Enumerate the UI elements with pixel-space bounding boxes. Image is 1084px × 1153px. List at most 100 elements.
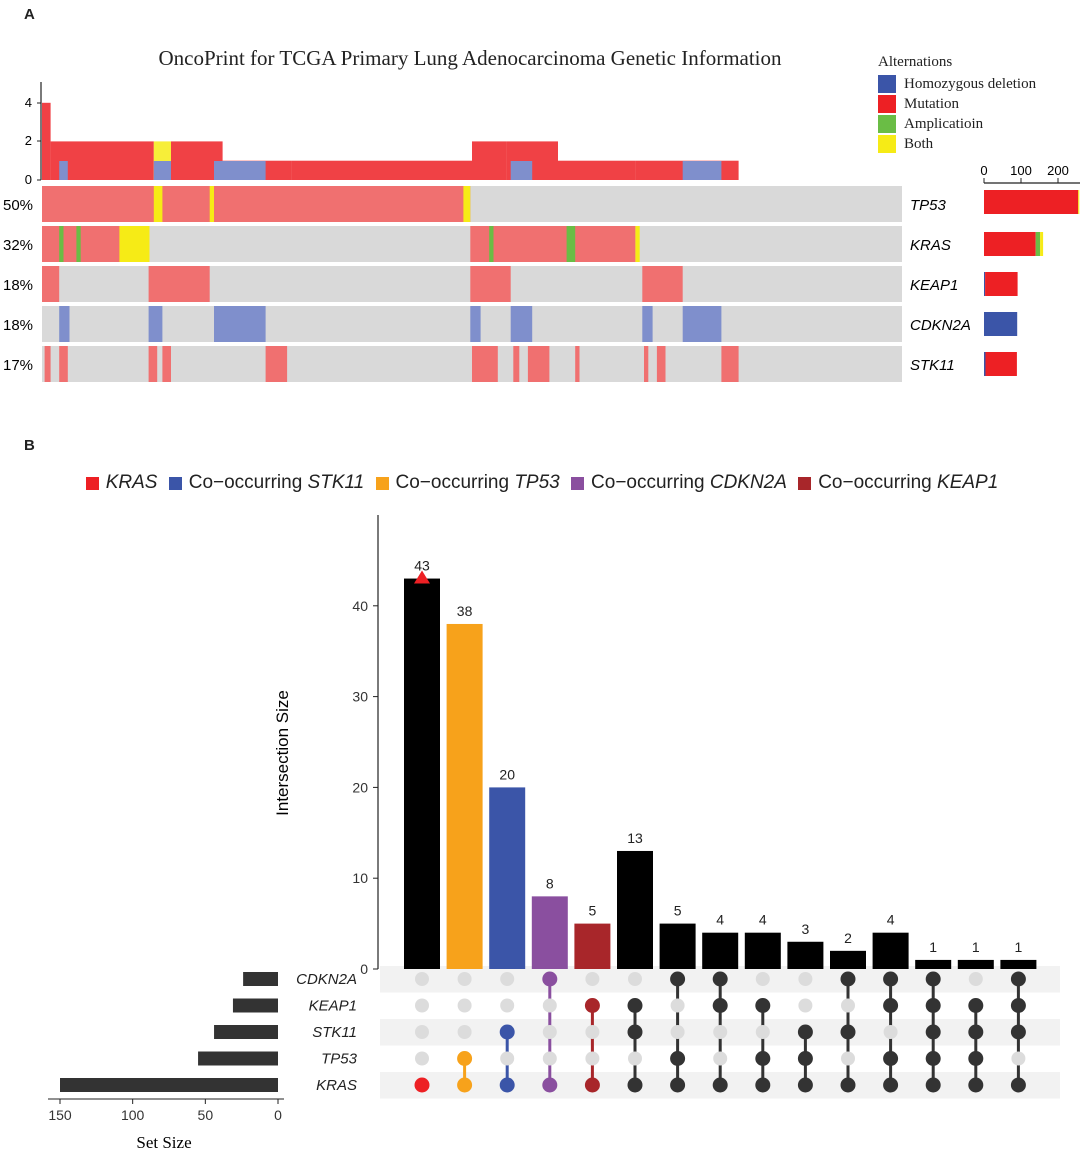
top-tick-label: 0 (25, 172, 32, 187)
top-histogram-axis: 0 2 4 (25, 82, 42, 187)
alteration-segments (42, 186, 739, 382)
matrix-dot-active (499, 1077, 515, 1093)
matrix-dot-active (925, 1024, 941, 1040)
alteration-segment (642, 306, 653, 342)
legend-gene: STK11 (307, 472, 365, 493)
alteration-segment (470, 266, 511, 302)
legend-swatch (878, 75, 896, 93)
matrix-dot-active (670, 1077, 686, 1093)
bar-value-label: 43 (414, 558, 430, 574)
gene-label-tp53: TP53 (910, 197, 947, 214)
matrix-dot-active (883, 1077, 899, 1093)
set-axis-tick-label: 50 (198, 1107, 214, 1123)
pct-label-stk11: 17% (3, 357, 33, 374)
gene-label-stk11: STK11 (910, 357, 955, 374)
count-bar-kras-mutation (984, 232, 1036, 256)
intersection-bar (915, 959, 952, 969)
matrix-dot (798, 972, 813, 986)
matrix-dot-active (627, 998, 643, 1013)
legend-item-stk11: Co−occurring STK11 (168, 472, 365, 494)
matrix-dot-active (925, 1051, 941, 1066)
legend-gene: CDKN2A (709, 472, 787, 493)
alteration-segment (214, 306, 266, 342)
matrix-dot-active (1010, 1024, 1026, 1040)
matrix-dot (628, 1051, 642, 1066)
legend-item-both: Both (878, 134, 1036, 154)
alteration-segment (162, 346, 171, 382)
legend-item-tp53: Co−occurring TP53 (375, 472, 560, 494)
bar-value-label: 5 (674, 903, 682, 919)
matrix-dot (415, 998, 429, 1013)
matrix-dot-active (925, 1077, 941, 1093)
intersection-bar (1000, 959, 1037, 969)
oncoprint-chart: 0 2 4 50% 32% 18% 18% 17% TP53 KRAS KEAP… (3, 82, 1080, 382)
legend-prefix: Co−occurring (818, 472, 938, 493)
legend-swatch (878, 95, 896, 113)
intersection-bar (617, 850, 653, 969)
set-size-bar (60, 1078, 278, 1092)
matrix-dot-active (925, 971, 941, 987)
intersection-bar (404, 578, 440, 969)
matrix-dot-active (797, 1077, 813, 1093)
legend-prefix: Co−occurring (395, 472, 515, 493)
matrix-dot-active (968, 1051, 984, 1066)
alteration-segment (513, 346, 520, 382)
alteration-segment (470, 226, 636, 262)
histogram-column (214, 141, 223, 180)
right-tick-label: 200 (1047, 163, 1069, 178)
alteration-segment (470, 306, 481, 342)
intersection-bar (957, 959, 994, 969)
count-bar-keap1-deletion (984, 272, 986, 296)
matrix-dot (457, 998, 472, 1013)
right-count-bars (984, 190, 1080, 376)
y-tick-label: 20 (352, 779, 368, 795)
bar-value-label: 2 (844, 930, 852, 946)
alteration-segment (76, 226, 81, 262)
count-bar-tp53-mutation (984, 190, 1079, 214)
count-bar-stk11-mutation (985, 352, 1017, 376)
alteration-segment (472, 346, 498, 382)
alteration-segment (148, 346, 158, 382)
bar-value-label: 3 (802, 921, 810, 937)
legend-item-cdkn2a: Co−occurring CDKN2A (571, 472, 787, 494)
matrix-dot-active (925, 998, 941, 1013)
matrix-dot-active (883, 1051, 899, 1066)
set-label: STK11 (312, 1024, 357, 1041)
matrix-dot (457, 1025, 472, 1039)
matrix-dot (585, 972, 600, 986)
histogram-column (682, 161, 722, 180)
right-tick-label: 100 (1010, 163, 1032, 178)
pct-label-kras: 32% (3, 237, 33, 254)
legend-swatch (571, 476, 585, 490)
set-size-label: Set Size (136, 1133, 191, 1152)
matrix-dot (968, 972, 983, 986)
matrix-dot (713, 1025, 728, 1039)
panel-a-letter: A (24, 6, 35, 23)
matrix-dot-active (712, 1077, 728, 1093)
matrix-dot (457, 972, 472, 986)
matrix-dot (670, 998, 685, 1013)
bar-value-label: 1 (972, 939, 980, 955)
intersection-bar (702, 932, 739, 969)
matrix-dot-active (797, 1024, 813, 1040)
oncoprint-title: OncoPrint for TCGA Primary Lung Adenocar… (158, 46, 782, 70)
matrix-dot-active (584, 1077, 600, 1093)
legend-swatch (85, 476, 99, 490)
peak-marker (414, 570, 430, 584)
legend-gene: KEAP1 (937, 472, 999, 493)
matrix-dot-active (542, 1077, 558, 1093)
legend-label: Homozygous deletion (904, 75, 1037, 92)
set-size-axis: 150 100 50 0 (48, 1098, 284, 1123)
upset-legend: KRAS Co−occurring STK11 Co−occurring TP5… (0, 472, 1084, 496)
intersection-bar (531, 896, 568, 969)
bar-value-label: 1 (929, 939, 937, 955)
pct-label-keap1: 18% (3, 277, 33, 294)
alteration-segment (265, 346, 288, 382)
histogram-column (510, 161, 533, 180)
set-axis-tick-label: 100 (121, 1107, 145, 1123)
legend-swatch (168, 476, 182, 490)
histogram-column (472, 141, 507, 180)
legend-gene: TP53 (514, 472, 560, 493)
